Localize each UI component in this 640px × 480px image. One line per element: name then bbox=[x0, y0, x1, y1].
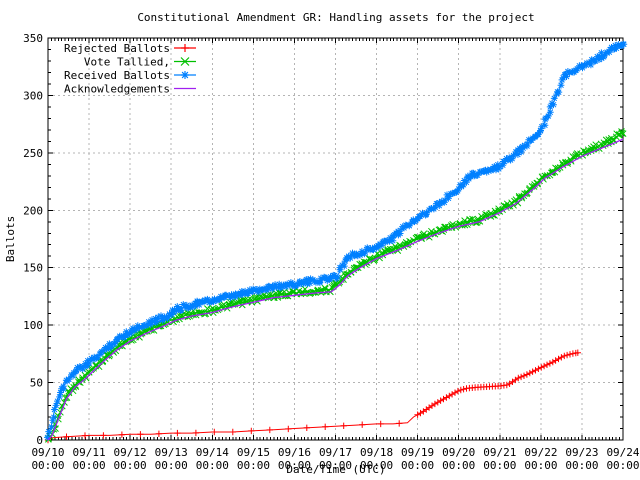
x-tick-label-time: 00:00 bbox=[524, 459, 557, 472]
x-tick-label-date: 09/15 bbox=[237, 446, 270, 459]
x-tick-label-time: 00:00 bbox=[73, 459, 106, 472]
legend-marker-plus-icon bbox=[181, 44, 189, 52]
x-tick-label-time: 00:00 bbox=[483, 459, 516, 472]
legend-label: Acknowledgements bbox=[64, 83, 170, 96]
x-tick-label-time: 00:00 bbox=[114, 459, 147, 472]
series-markers-rejected-ballots bbox=[44, 349, 581, 444]
y-tick-label: 150 bbox=[23, 262, 43, 275]
legend-item: Rejected Ballots bbox=[64, 42, 196, 55]
x-tick-label-date: 09/21 bbox=[483, 446, 516, 459]
y-tick-label: 100 bbox=[23, 319, 43, 332]
x-tick-label-date: 09/16 bbox=[278, 446, 311, 459]
y-tick-label: 0 bbox=[36, 434, 43, 447]
legend-label: Received Ballots bbox=[64, 69, 170, 82]
x-tick-label-time: 00:00 bbox=[31, 459, 64, 472]
x-tick-label-date: 09/20 bbox=[442, 446, 475, 459]
series-line-rejected-ballots bbox=[47, 352, 578, 441]
x-tick-label-date: 09/19 bbox=[401, 446, 434, 459]
y-axis-label: Ballots bbox=[4, 216, 17, 262]
x-tick-label-date: 09/24 bbox=[606, 446, 639, 459]
x-tick-label-date: 09/22 bbox=[524, 446, 557, 459]
legend-marker-cross-icon bbox=[180, 57, 190, 66]
grid-lines bbox=[48, 38, 623, 440]
x-tick-label-date: 09/23 bbox=[565, 446, 598, 459]
legend-item: Vote Tallied, bbox=[84, 56, 196, 69]
x-tick-label-time: 00:00 bbox=[360, 459, 393, 472]
legend-item: Acknowledgements bbox=[64, 83, 196, 96]
x-tick-label-time: 00:00 bbox=[565, 459, 598, 472]
y-tick-label: 50 bbox=[30, 377, 43, 390]
legend-marker-star-icon bbox=[181, 71, 189, 79]
x-tick-label-date: 09/14 bbox=[196, 446, 229, 459]
x-tick-label-date: 09/13 bbox=[155, 446, 188, 459]
x-tick-label-date: 09/11 bbox=[73, 446, 106, 459]
series-markers-received-ballots bbox=[44, 40, 628, 441]
x-tick-label-time: 00:00 bbox=[196, 459, 229, 472]
x-tick-label-time: 00:00 bbox=[278, 459, 311, 472]
x-tick-label-date: 09/12 bbox=[114, 446, 147, 459]
legend-item: Received Ballots bbox=[64, 69, 196, 82]
x-axis-label: Date/Time (UTC) bbox=[286, 463, 385, 476]
x-tick-label-time: 00:00 bbox=[442, 459, 475, 472]
x-tick-label-date: 09/17 bbox=[319, 446, 352, 459]
x-tick-label-time: 00:00 bbox=[606, 459, 639, 472]
legend-label: Rejected Ballots bbox=[64, 42, 170, 55]
series-line-acknowledgements bbox=[47, 138, 624, 441]
x-tick-label-time: 00:00 bbox=[237, 459, 270, 472]
x-tick-label-time: 00:00 bbox=[401, 459, 434, 472]
y-tick-label: 250 bbox=[23, 147, 43, 160]
y-tick-label: 200 bbox=[23, 204, 43, 217]
x-tick-label-date: 09/10 bbox=[31, 446, 64, 459]
y-tick-label: 300 bbox=[23, 89, 43, 102]
y-tick-label: 350 bbox=[23, 32, 43, 45]
tick-labels: 05010015020025030035009/1000:0009/1100:0… bbox=[23, 32, 640, 472]
x-tick-label-time: 00:00 bbox=[155, 459, 188, 472]
data-series bbox=[44, 40, 628, 444]
chart-title: Constitutional Amendment GR: Handling as… bbox=[137, 11, 534, 24]
x-tick-label-time: 00:00 bbox=[319, 459, 352, 472]
legend-label: Vote Tallied, bbox=[84, 56, 170, 69]
x-tick-label-date: 09/18 bbox=[360, 446, 393, 459]
